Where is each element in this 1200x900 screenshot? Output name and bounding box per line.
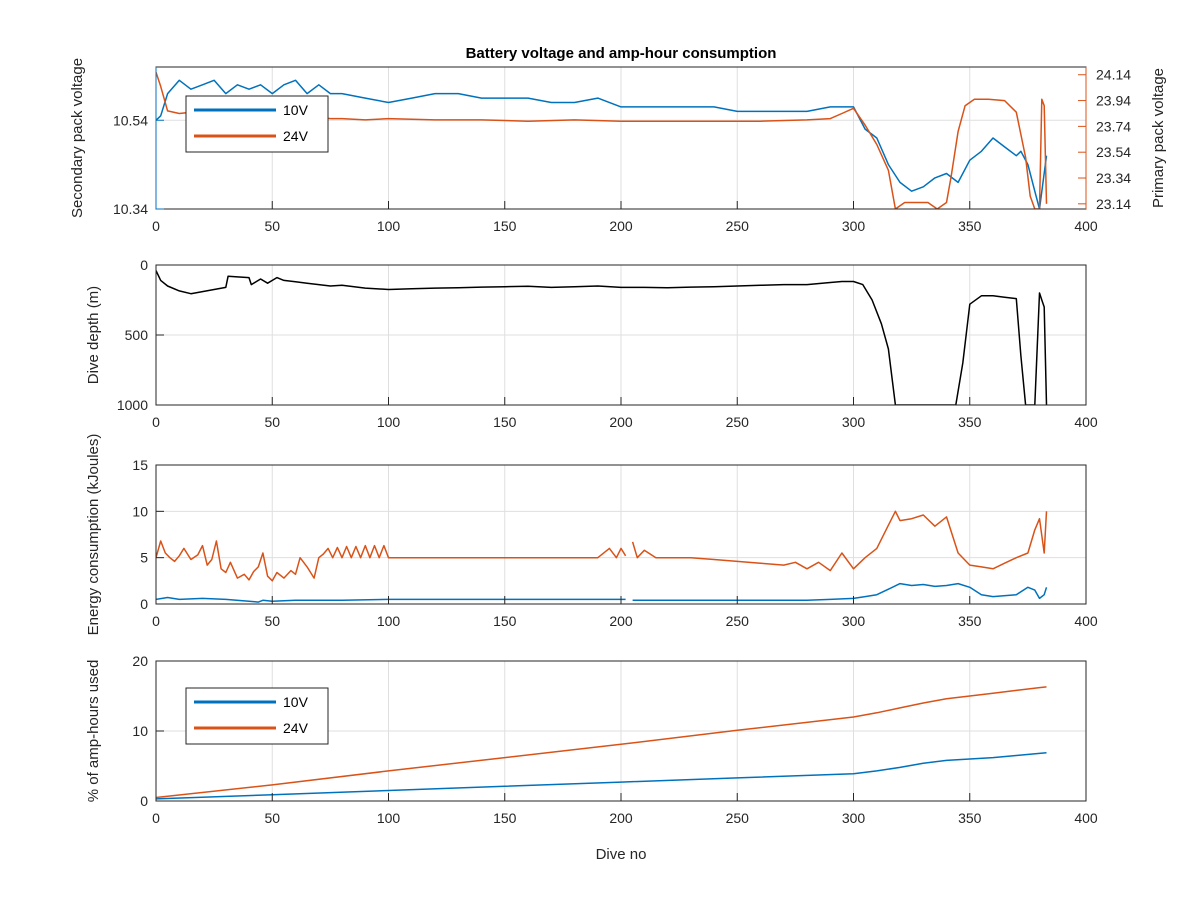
x-tick-label: 50 [264, 613, 280, 629]
y-axis-label: Secondary pack voltage [69, 58, 86, 218]
y-right-tick-label: 24.14 [1096, 67, 1131, 83]
x-tick-label: 400 [1074, 414, 1098, 430]
y-right-tick-label: 23.74 [1096, 118, 1131, 134]
y-tick-label: 1000 [117, 397, 148, 413]
series-line-series0 [156, 510, 1048, 582]
y-right-tick-label: 23.94 [1096, 93, 1131, 109]
legend: 10V 24V [185, 687, 329, 745]
y-tick-label: 10 [132, 723, 148, 739]
panel-amp-hours-used: 0 50 100 150 200 250 300 350 400 0 10 20 % of amp-ho… [85, 653, 1098, 863]
x-tick-label: 50 [264, 218, 280, 234]
panel-dive-depth: 0 50 100 150 200 250 300 350 400 0 500 1000 Dive dep… [85, 257, 1098, 430]
x-tick-label: 250 [726, 218, 750, 234]
x-tick-label: 0 [152, 613, 160, 629]
x-tick-label: 250 [726, 414, 750, 430]
y-tick-label: 10.34 [113, 201, 148, 217]
y-right-tick-label: 23.54 [1096, 144, 1131, 160]
y-tick-label: 500 [125, 327, 149, 343]
x-tick-label: 0 [152, 414, 160, 430]
panel-energy-consumption: 0 50 100 150 200 250 300 350 400 0 5 10 15 Energy con… [85, 434, 1098, 636]
x-tick-label: 250 [726, 613, 750, 629]
x-tick-label: 350 [958, 218, 982, 234]
x-tick-label: 0 [152, 810, 160, 826]
x-tick-label: 150 [493, 218, 517, 234]
y-tick-label: 15 [132, 457, 148, 473]
x-tick-label: 150 [493, 414, 517, 430]
panel-battery-voltage: 0 50 100 150 200 250 300 350 400 10.34 10.54 23.14 2… [69, 45, 1167, 234]
y-tick-label: 5 [140, 550, 148, 566]
x-tick-label: 0 [152, 218, 160, 234]
x-axis-label: Dive no [596, 846, 647, 863]
y-tick-label: 10.54 [113, 112, 148, 128]
y-tick-label: 0 [140, 596, 148, 612]
y-tick-label: 0 [140, 793, 148, 809]
x-tick-label: 300 [842, 613, 866, 629]
legend-box [185, 95, 329, 153]
y-axis-label: % of amp-hours used [85, 660, 102, 803]
series-line-10v [156, 751, 1047, 800]
legend: 10V 24V [185, 95, 329, 153]
x-tick-label: 300 [842, 414, 866, 430]
y-axis-label: Energy consumption (kJoules) [85, 434, 102, 636]
x-tick-label: 150 [493, 613, 517, 629]
x-tick-label: 350 [958, 414, 982, 430]
x-tick-label: 100 [377, 613, 401, 629]
x-tick-label: 100 [377, 810, 401, 826]
x-tick-label: 100 [377, 218, 401, 234]
legend-label-24v: 24V [283, 720, 309, 736]
x-tick-label: 200 [609, 218, 633, 234]
series-line-depth [156, 270, 1048, 405]
x-tick-label: 300 [842, 810, 866, 826]
x-tick-label: 300 [842, 218, 866, 234]
x-tick-label: 150 [493, 810, 517, 826]
x-tick-label: 400 [1074, 810, 1098, 826]
y-right-tick-label: 23.14 [1096, 196, 1131, 212]
legend-box [185, 687, 329, 745]
legend-label-24v: 24V [283, 128, 309, 144]
y-axis-label-right: Primary pack voltage [1150, 68, 1167, 208]
chart-title: Battery voltage and amp-hour consumption [466, 45, 777, 62]
x-tick-label: 400 [1074, 613, 1098, 629]
series-line-series1 [156, 582, 1048, 603]
y-right-tick-label: 23.34 [1096, 170, 1131, 186]
x-tick-label: 200 [609, 810, 633, 826]
y-tick-label: 10 [132, 503, 148, 519]
x-tick-label: 200 [609, 613, 633, 629]
x-tick-label: 50 [264, 414, 280, 430]
series-line-10v [156, 79, 1048, 209]
legend-label-10v: 10V [283, 694, 309, 710]
y-tick-label: 20 [132, 653, 148, 669]
x-tick-label: 400 [1074, 218, 1098, 234]
x-tick-label: 350 [958, 613, 982, 629]
y-tick-label: 0 [140, 257, 148, 273]
series-line-24v [156, 686, 1047, 799]
legend-label-10v: 10V [283, 102, 309, 118]
x-tick-label: 100 [377, 414, 401, 430]
x-tick-label: 50 [264, 810, 280, 826]
x-tick-label: 250 [726, 810, 750, 826]
y-axis-label: Dive depth (m) [85, 286, 102, 384]
x-tick-label: 200 [609, 414, 633, 430]
x-tick-label: 350 [958, 810, 982, 826]
